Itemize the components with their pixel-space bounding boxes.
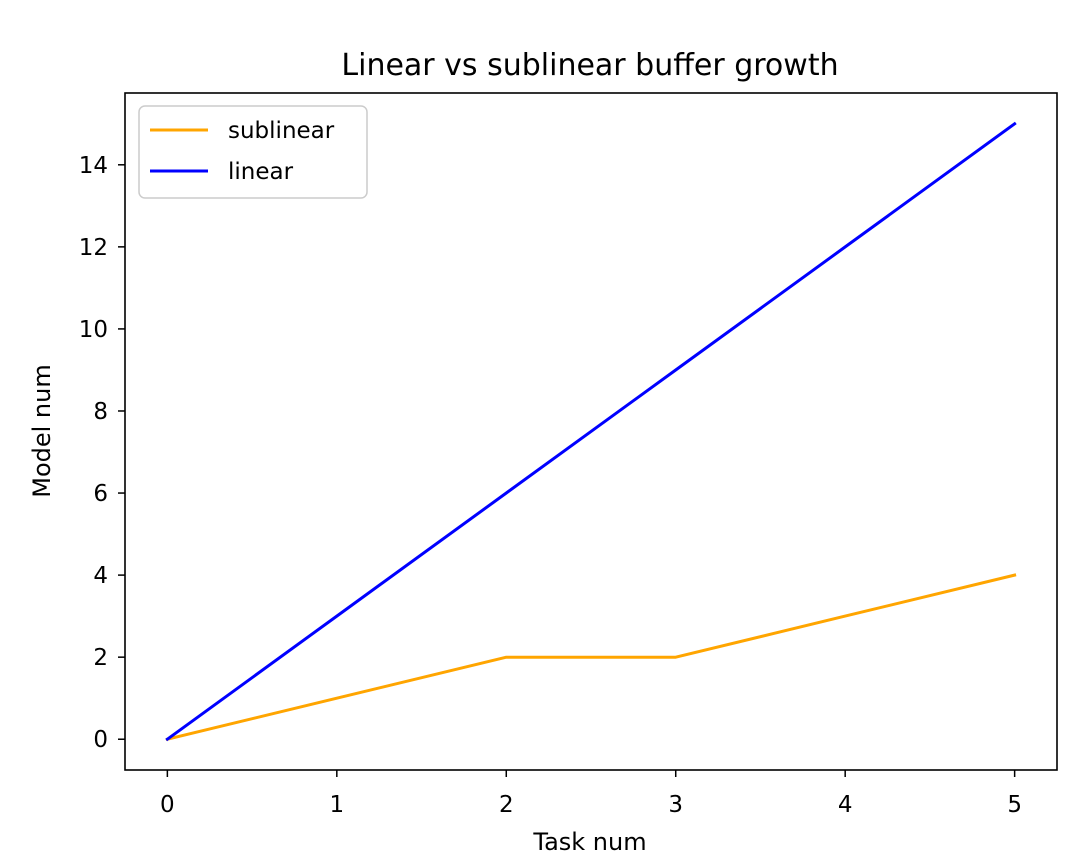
- y-axis-ticks: 0 2 4 6 8 10 12 14: [79, 153, 125, 753]
- y-tick-label: 12: [79, 235, 108, 261]
- plot-frame: [124, 92, 1058, 771]
- y-tick-label: 6: [93, 481, 108, 507]
- legend-label-sublinear: sublinear: [228, 118, 335, 144]
- x-tick-label: 5: [1007, 792, 1022, 818]
- y-tick-label: 10: [79, 317, 108, 343]
- x-tick-label: 0: [160, 792, 175, 818]
- series-line-sublinear: [165, 573, 1017, 742]
- x-tick-label: 4: [838, 792, 853, 818]
- legend: sublinear linear: [138, 105, 368, 199]
- x-tick-label: 1: [329, 792, 344, 818]
- legend-label-linear: linear: [228, 159, 294, 185]
- series-lines: [165, 121, 1017, 742]
- y-tick-label: 0: [93, 727, 108, 753]
- x-axis-ticks: 0 1 2 3 4 5: [160, 770, 1022, 818]
- x-tick-label: 2: [499, 792, 514, 818]
- y-tick-label: 2: [93, 645, 108, 671]
- series-line-linear: [165, 121, 1017, 742]
- y-axis-label: Model num: [28, 364, 56, 498]
- y-tick-label: 8: [93, 399, 108, 425]
- x-axis-label: Task num: [532, 828, 646, 856]
- x-tick-label: 3: [668, 792, 683, 818]
- y-tick-label: 4: [93, 563, 108, 589]
- y-tick-label: 14: [79, 153, 108, 179]
- chart-title: Linear vs sublinear buffer growth: [341, 48, 838, 83]
